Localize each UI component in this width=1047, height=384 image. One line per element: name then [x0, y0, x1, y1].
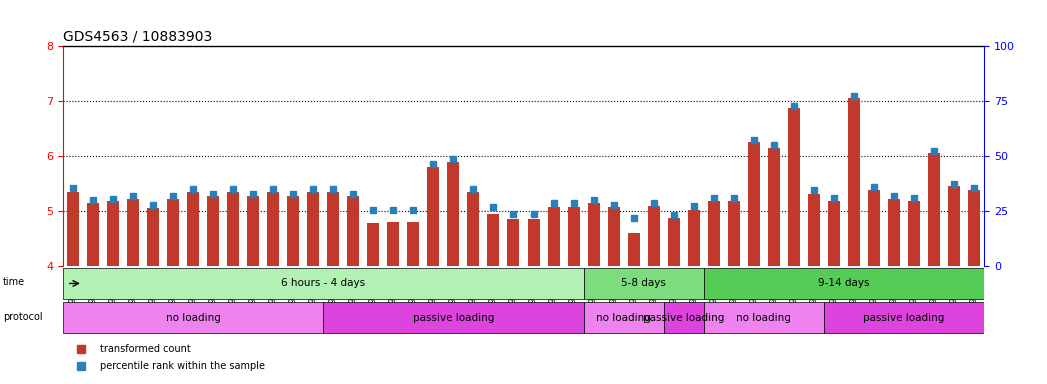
Bar: [488, 214, 499, 266]
FancyBboxPatch shape: [583, 268, 704, 299]
Bar: [328, 192, 339, 266]
Bar: [548, 207, 559, 266]
Text: 9-14 days: 9-14 days: [818, 278, 870, 288]
Bar: [607, 207, 620, 266]
Bar: [508, 220, 519, 266]
Text: protocol: protocol: [3, 312, 43, 322]
Bar: [627, 233, 640, 266]
Text: no loading: no loading: [596, 313, 651, 323]
Bar: [247, 196, 259, 266]
Bar: [587, 203, 600, 266]
Bar: [407, 222, 420, 266]
Bar: [147, 209, 159, 266]
Text: no loading: no loading: [736, 313, 792, 323]
Text: GDS4563 / 10883903: GDS4563 / 10883903: [63, 30, 213, 43]
Bar: [267, 192, 280, 266]
Bar: [207, 196, 219, 266]
Bar: [467, 192, 480, 266]
Text: passive loading: passive loading: [413, 313, 494, 323]
Text: percentile rank within the sample: percentile rank within the sample: [99, 361, 265, 371]
Text: time: time: [3, 277, 25, 287]
Text: no loading: no loading: [165, 313, 221, 323]
Bar: [949, 187, 960, 266]
FancyBboxPatch shape: [664, 302, 704, 333]
Bar: [688, 210, 699, 266]
Bar: [447, 162, 460, 266]
Bar: [127, 199, 139, 266]
FancyBboxPatch shape: [63, 268, 583, 299]
Bar: [868, 190, 881, 266]
Text: 6 hours - 4 days: 6 hours - 4 days: [282, 278, 365, 288]
Text: 5-8 days: 5-8 days: [621, 278, 666, 288]
Bar: [808, 194, 820, 266]
Bar: [348, 196, 359, 266]
Bar: [708, 201, 719, 266]
Bar: [968, 190, 980, 266]
Bar: [648, 206, 660, 266]
FancyBboxPatch shape: [324, 302, 583, 333]
Bar: [908, 201, 920, 266]
Bar: [166, 199, 179, 266]
Bar: [828, 201, 840, 266]
FancyBboxPatch shape: [63, 302, 324, 333]
Text: passive loading: passive loading: [643, 313, 725, 323]
Bar: [67, 192, 79, 266]
Bar: [848, 98, 860, 266]
Text: transformed count: transformed count: [99, 344, 191, 354]
Bar: [888, 199, 900, 266]
FancyBboxPatch shape: [704, 302, 824, 333]
Text: passive loading: passive loading: [864, 313, 944, 323]
Bar: [287, 196, 299, 266]
FancyBboxPatch shape: [824, 302, 984, 333]
Bar: [668, 218, 680, 266]
Bar: [187, 192, 199, 266]
Bar: [728, 201, 740, 266]
Bar: [567, 207, 580, 266]
FancyBboxPatch shape: [704, 268, 984, 299]
Bar: [427, 167, 440, 266]
Bar: [788, 108, 800, 266]
Bar: [107, 201, 119, 266]
Bar: [748, 142, 760, 266]
Bar: [928, 154, 940, 266]
Bar: [307, 192, 319, 266]
Bar: [387, 222, 399, 266]
FancyBboxPatch shape: [583, 302, 664, 333]
Bar: [227, 192, 239, 266]
Bar: [528, 220, 539, 266]
Bar: [367, 223, 379, 266]
Bar: [767, 148, 780, 266]
Bar: [87, 203, 98, 266]
